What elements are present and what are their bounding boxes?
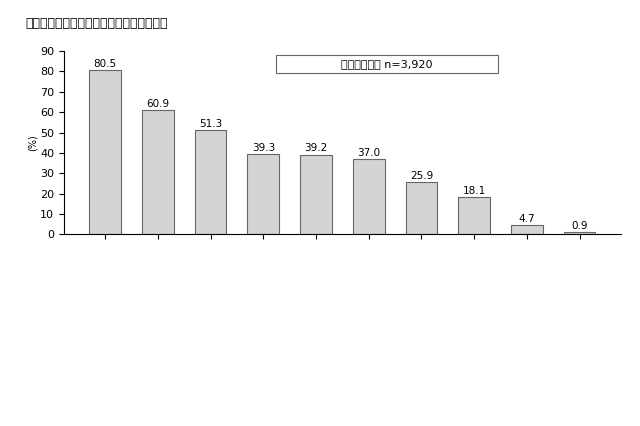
Bar bbox=[564, 233, 595, 234]
Text: 〔学力向上のため家庭で心がけたいこと〕: 〔学力向上のため家庭で心がけたいこと〕 bbox=[26, 17, 168, 30]
Text: 4.7: 4.7 bbox=[518, 214, 535, 224]
Bar bbox=[511, 225, 543, 234]
FancyBboxPatch shape bbox=[276, 55, 499, 73]
Text: 60.9: 60.9 bbox=[147, 99, 170, 109]
Y-axis label: (%): (%) bbox=[28, 134, 37, 151]
Text: 37.0: 37.0 bbox=[357, 148, 380, 158]
Bar bbox=[458, 198, 490, 234]
Bar bbox=[300, 155, 332, 234]
Text: 51.3: 51.3 bbox=[199, 119, 222, 129]
Text: 18.1: 18.1 bbox=[463, 187, 486, 196]
Text: 0.9: 0.9 bbox=[572, 222, 588, 231]
Text: 口保護者全体 n=3,920: 口保護者全体 n=3,920 bbox=[341, 59, 433, 69]
Bar bbox=[406, 181, 437, 234]
Text: 39.3: 39.3 bbox=[252, 143, 275, 153]
Bar bbox=[90, 70, 121, 234]
Text: 25.9: 25.9 bbox=[410, 170, 433, 181]
Bar bbox=[195, 130, 227, 234]
Bar bbox=[248, 154, 279, 234]
Bar bbox=[142, 110, 173, 234]
Text: 39.2: 39.2 bbox=[305, 144, 328, 153]
Bar bbox=[353, 159, 385, 234]
Text: 80.5: 80.5 bbox=[93, 60, 116, 69]
